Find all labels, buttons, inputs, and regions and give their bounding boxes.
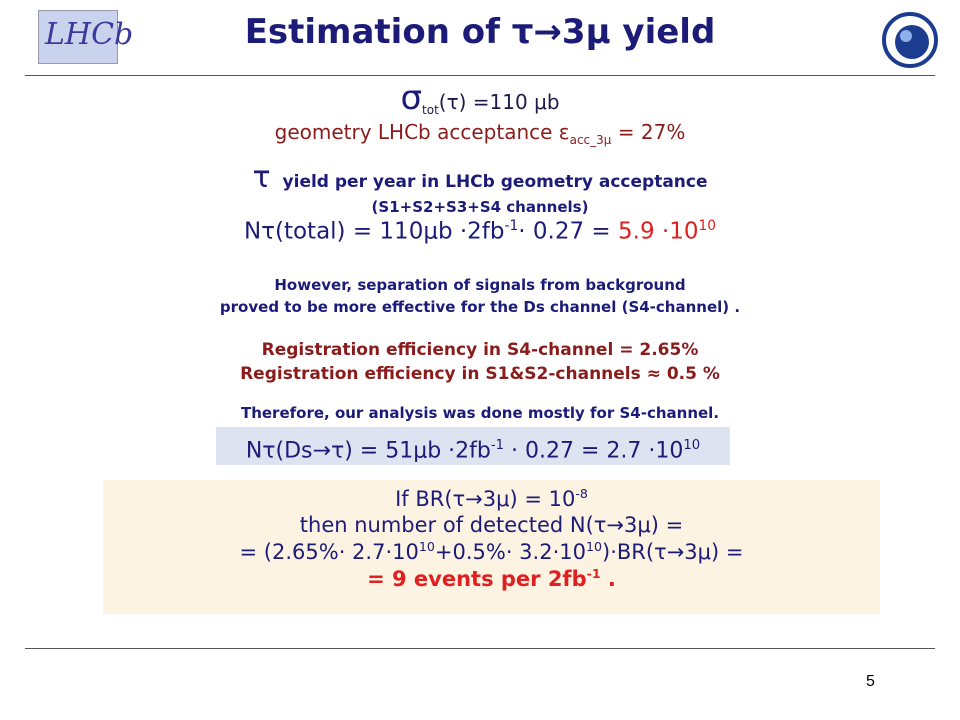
text: -8	[575, 486, 588, 501]
box-line: = (2.65%· 2.7·1010+0.5%· 3.2·1010)·BR(τ→…	[103, 539, 880, 564]
however-1: However, separation of signals from back…	[274, 276, 686, 294]
text: Nτ(Ds→τ) = 51μb ·2fb	[245, 438, 491, 464]
box-line: If BR(τ→3μ) = 10-8	[103, 486, 880, 511]
text: σ	[400, 78, 423, 118]
logo-left: LHCb	[38, 10, 133, 64]
text: τ	[252, 160, 271, 195]
text: (τ) =110 μb	[438, 90, 560, 114]
logo-text: LHCb	[45, 17, 134, 52]
text: 10	[418, 539, 435, 554]
top-rule	[25, 75, 935, 76]
logo-core	[895, 25, 929, 59]
text: acc_3μ	[569, 133, 612, 147]
text: yield per year in LHCb geometry acceptan…	[282, 172, 708, 192]
title-part: 3μ yield	[561, 12, 716, 52]
n-total: Nτ(total) = 110μb ·2fb-1· 0.27 = 5.9 ·10…	[0, 218, 960, 245]
title-part: τ→	[511, 12, 562, 52]
title: Estimation of τ→3μ yield	[0, 12, 960, 52]
text: = (2.65%· 2.7·10	[239, 540, 419, 564]
registration-2: Registration efficiency in S1&S2-channel…	[240, 364, 720, 384]
text: +0.5%· 3.2·10	[434, 540, 586, 564]
text: tot	[422, 103, 439, 117]
text: 10	[683, 438, 701, 453]
text: 10	[585, 539, 602, 554]
therefore: Therefore, our analysis was done mostly …	[240, 404, 720, 422]
text: · 0.27 = 2.7 ·10	[504, 438, 684, 464]
n-ds: Nτ(Ds→τ) = 51μb ·2fb-1 · 0.27 = 2.7 ·101…	[216, 427, 730, 465]
title-part: Estimation of	[244, 12, 512, 52]
text: Nτ(total) = 110μb ·2fb	[243, 218, 505, 245]
text: 10	[698, 218, 717, 234]
text: .	[600, 567, 616, 591]
sigma-line: σtot(τ) =110 μb	[0, 78, 960, 118]
acceptance-line: geometry LHCb acceptance εacc_3μ = 27%	[0, 120, 960, 147]
result-box: If BR(τ→3μ) = 10-8 then number of detect…	[103, 480, 880, 614]
box-line: then number of detected N(τ→3μ) =	[299, 513, 684, 537]
text: = 9 events per 2fb	[367, 567, 587, 591]
registration-1: Registration efficiency in S4-channel = …	[261, 340, 699, 360]
text: = 27%	[611, 120, 686, 144]
text: -1	[504, 218, 519, 234]
page-number: 5	[866, 673, 875, 690]
logo-right	[882, 12, 938, 68]
text: If BR(τ→3μ) = 10	[395, 487, 576, 511]
text: 5.9 ·10	[618, 218, 699, 245]
logo-highlight	[900, 30, 912, 42]
text: )·BR(τ→3μ) =	[602, 540, 744, 564]
text: geometry LHCb acceptance ε	[274, 120, 570, 144]
text: -1	[490, 438, 505, 453]
box-line: = 9 events per 2fb-1 .	[103, 566, 880, 591]
text: · 0.27 =	[518, 218, 619, 245]
however-2: proved to be more effective for the Ds c…	[219, 298, 741, 316]
yield-heading: τ yield per year in LHCb geometry accepta…	[0, 160, 960, 195]
bottom-rule	[25, 648, 935, 649]
channels: (S1+S2+S3+S4 channels)	[371, 198, 589, 216]
text: -1	[586, 566, 601, 581]
